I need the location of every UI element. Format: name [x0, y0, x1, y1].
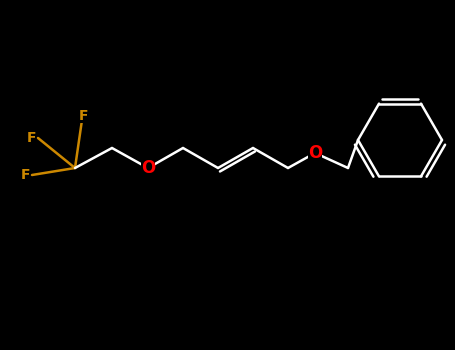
Text: F: F [26, 131, 36, 145]
Text: F: F [79, 109, 89, 123]
Text: O: O [308, 144, 322, 162]
Text: O: O [141, 159, 155, 177]
Text: F: F [20, 168, 30, 182]
